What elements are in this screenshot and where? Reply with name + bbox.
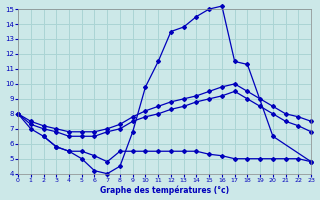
X-axis label: Graphe des températures (°c): Graphe des températures (°c): [100, 186, 229, 195]
